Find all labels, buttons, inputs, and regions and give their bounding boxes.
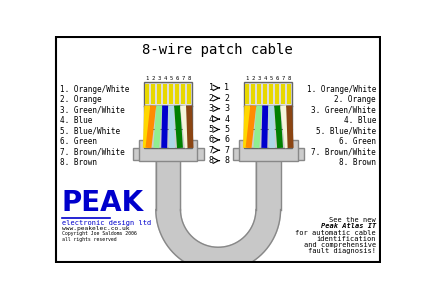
Text: 4: 4 (264, 76, 267, 81)
Text: 8: 8 (209, 156, 214, 165)
Text: 2: 2 (252, 76, 255, 81)
Text: 7: 7 (224, 146, 230, 155)
Text: identification: identification (317, 236, 376, 242)
Text: 3. Green/White: 3. Green/White (60, 106, 125, 115)
Text: 4: 4 (164, 76, 167, 81)
Bar (264, 84, 267, 104)
Bar (133, 148, 140, 160)
Text: 5: 5 (224, 125, 230, 134)
Text: 5. Blue/White: 5. Blue/White (316, 126, 376, 135)
Bar (244, 106, 292, 148)
Bar (144, 83, 192, 106)
Text: 4: 4 (224, 115, 230, 123)
Text: 5: 5 (269, 76, 273, 81)
Bar (169, 84, 173, 104)
Bar (196, 148, 204, 160)
Bar (281, 84, 285, 104)
Text: 8: 8 (187, 76, 191, 81)
Bar (139, 140, 197, 161)
Text: 8. Brown: 8. Brown (60, 157, 97, 167)
Text: 4: 4 (209, 115, 214, 123)
Text: 7. Brown/White: 7. Brown/White (311, 147, 376, 156)
Text: 8: 8 (287, 76, 291, 81)
Bar (239, 140, 298, 161)
Text: 1: 1 (209, 83, 214, 92)
Text: electronic design ltd: electronic design ltd (62, 220, 151, 226)
Text: for automatic cable: for automatic cable (295, 230, 376, 236)
Text: 5: 5 (209, 125, 214, 134)
Text: 3. Green/White: 3. Green/White (311, 106, 376, 115)
Text: 5: 5 (170, 76, 173, 81)
Text: 4. Blue: 4. Blue (344, 116, 376, 125)
Text: 7: 7 (209, 146, 214, 155)
Text: 2: 2 (209, 94, 214, 103)
Bar (187, 84, 191, 104)
Bar (145, 84, 149, 104)
Bar (269, 84, 273, 104)
Text: 2. Orange: 2. Orange (334, 95, 376, 104)
Text: and comprehensive: and comprehensive (304, 242, 376, 248)
Bar (296, 148, 304, 160)
Text: 3: 3 (224, 104, 230, 113)
Text: 6: 6 (176, 76, 179, 81)
Text: 7: 7 (281, 76, 285, 81)
Text: 1: 1 (224, 83, 230, 92)
Text: 6. Green: 6. Green (339, 137, 376, 146)
Text: 2. Orange: 2. Orange (60, 95, 102, 104)
Text: fault diagnosis!: fault diagnosis! (308, 248, 376, 254)
Text: 6. Green: 6. Green (60, 137, 97, 146)
Text: 6: 6 (224, 135, 230, 144)
Text: PEAK: PEAK (62, 189, 144, 217)
Text: See the new: See the new (329, 217, 376, 223)
Text: 4. Blue: 4. Blue (60, 116, 93, 125)
Text: 7: 7 (181, 76, 185, 81)
Text: 3: 3 (158, 76, 161, 81)
Text: 1: 1 (246, 76, 249, 81)
Bar (157, 84, 161, 104)
Polygon shape (156, 160, 280, 272)
Text: 7. Brown/White: 7. Brown/White (60, 147, 125, 156)
Bar (163, 84, 167, 104)
Text: 2: 2 (152, 76, 155, 81)
Text: 1: 1 (146, 76, 149, 81)
Text: 2: 2 (224, 94, 230, 103)
Text: 3: 3 (258, 76, 261, 81)
Text: www.peakelec.co.uk: www.peakelec.co.uk (62, 226, 129, 231)
Bar (151, 84, 155, 104)
Text: 3: 3 (209, 104, 214, 113)
Bar (144, 106, 192, 148)
Text: 6: 6 (209, 135, 214, 144)
Bar (245, 84, 249, 104)
Text: 6: 6 (275, 76, 279, 81)
Text: 8-wire patch cable: 8-wire patch cable (142, 43, 293, 57)
Text: Copyright Joe Saldoms 2006
all rights reserved: Copyright Joe Saldoms 2006 all rights re… (62, 231, 136, 242)
Bar (233, 148, 241, 160)
Bar (244, 83, 292, 106)
Text: 1. Orange/White: 1. Orange/White (307, 85, 376, 94)
Text: 5. Blue/White: 5. Blue/White (60, 126, 120, 135)
Text: 1. Orange/White: 1. Orange/White (60, 85, 130, 94)
Bar (175, 84, 179, 104)
Bar (252, 84, 255, 104)
Text: 8: 8 (224, 156, 230, 165)
Text: Peak Atlas IT: Peak Atlas IT (321, 223, 376, 229)
Bar (287, 84, 291, 104)
Text: 8. Brown: 8. Brown (339, 157, 376, 167)
Bar (258, 84, 261, 104)
Bar (181, 84, 185, 104)
Bar (275, 84, 279, 104)
